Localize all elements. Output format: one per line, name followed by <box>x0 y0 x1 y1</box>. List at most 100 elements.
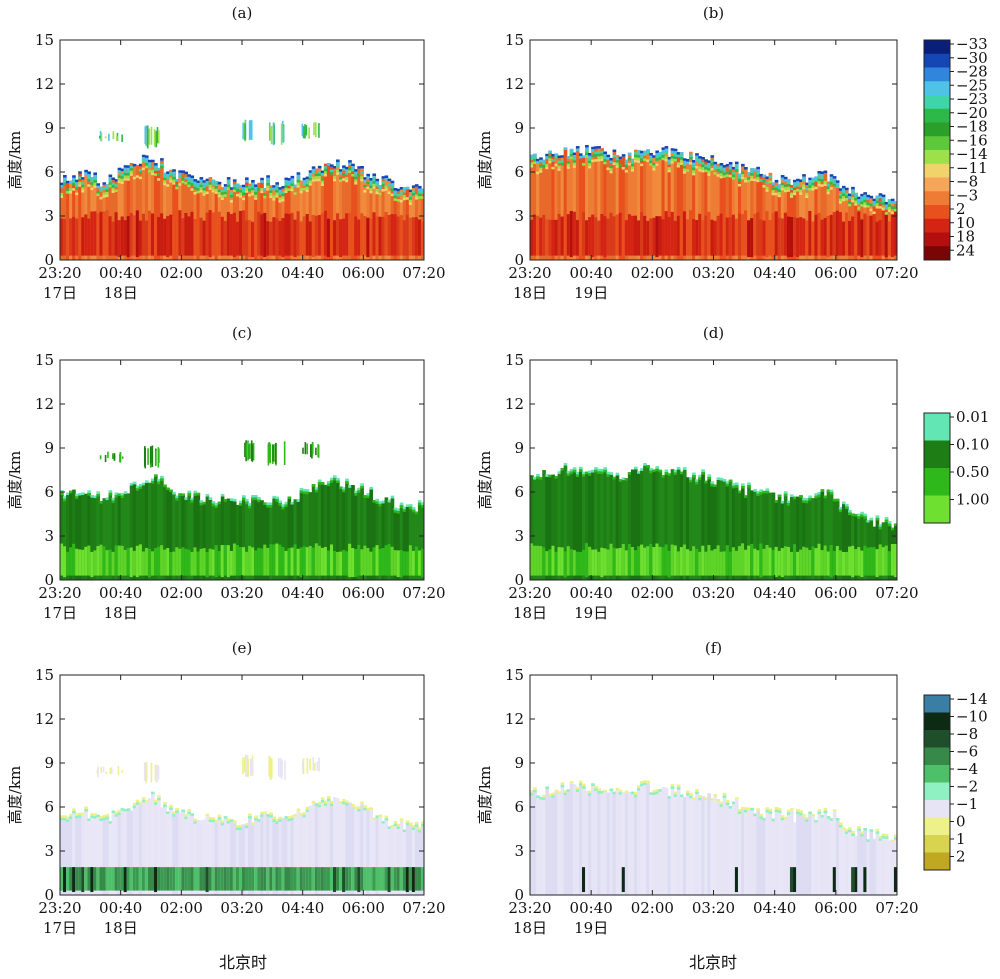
heatmap-low-layer <box>223 867 228 891</box>
y-axis-label: 高度/km <box>476 131 494 189</box>
heatmap-edge <box>75 179 79 183</box>
heatmap-column <box>799 495 803 580</box>
heatmap-column <box>141 799 146 895</box>
heatmap-edge <box>354 493 358 496</box>
heatmap-edge <box>205 181 210 184</box>
heatmap-edge <box>193 184 198 187</box>
cirrus-patch <box>148 128 151 145</box>
heatmap-edge <box>114 184 119 187</box>
heatmap-edge <box>734 169 739 172</box>
heatmap-column <box>163 484 167 580</box>
heatmap-edge <box>542 162 546 165</box>
heatmap-edge <box>841 188 846 191</box>
heatmap-column <box>719 480 724 580</box>
heatmap-edge <box>578 466 583 470</box>
heatmap-edge <box>786 189 791 192</box>
heatmap-edge <box>741 174 745 177</box>
heatmap-edge <box>597 471 601 474</box>
heatmap-column <box>670 469 675 580</box>
heatmap-streak <box>232 212 237 258</box>
heatmap-column <box>713 796 718 895</box>
heatmap-edge <box>175 179 179 182</box>
heatmap-edge <box>63 817 67 821</box>
heatmap-edge <box>692 159 696 163</box>
heatmap-low-layer <box>175 867 179 891</box>
heatmap-edge <box>117 812 122 816</box>
heatmap-edge <box>226 818 231 822</box>
heatmap-low-layer <box>87 867 91 891</box>
heatmap-edge <box>575 474 580 477</box>
heatmap-column <box>658 469 663 580</box>
heatmap-edge <box>557 168 562 171</box>
heatmap-column <box>689 479 693 580</box>
heatmap-streak <box>366 217 370 258</box>
cirrus-patch <box>309 758 311 771</box>
heatmap-edge <box>728 161 733 165</box>
heatmap-low-layer <box>181 218 185 256</box>
heatmap-edge <box>81 189 85 193</box>
heatmap-edge <box>594 151 598 154</box>
heatmap-column <box>658 789 663 895</box>
heatmap-edge <box>96 491 101 494</box>
heatmap-low-layer <box>774 211 779 256</box>
heatmap-low-layer <box>838 212 843 256</box>
heatmap-streak <box>771 212 776 258</box>
heatmap-streak <box>396 550 401 578</box>
cirrus-patch <box>272 122 275 146</box>
heatmap-edge <box>220 820 225 823</box>
heatmap-edge <box>384 815 389 819</box>
heatmap-column <box>342 167 346 260</box>
heatmap-edge <box>266 814 270 817</box>
heatmap-edge <box>759 816 764 820</box>
heatmap-low-layer <box>734 550 739 576</box>
heatmap-streak <box>63 546 67 578</box>
heatmap-low-layer <box>287 548 292 576</box>
heatmap-streak <box>220 545 225 578</box>
heatmap-column <box>129 163 134 260</box>
heatmap-edge <box>190 813 195 816</box>
heatmap-edge <box>302 814 307 818</box>
heatmap-column <box>673 151 678 260</box>
heatmap-edge <box>105 186 110 190</box>
heatmap-column <box>305 809 310 895</box>
heatmap-edge <box>333 178 337 182</box>
heatmap-edge <box>178 183 182 186</box>
heatmap-column <box>223 499 228 580</box>
heatmap-edge <box>857 199 861 202</box>
colorbar-swatch <box>924 852 950 871</box>
heatmap-edge <box>111 810 116 814</box>
heatmap-column <box>278 503 283 580</box>
heatmap-column <box>756 810 760 895</box>
heatmap-edge <box>72 182 76 186</box>
heatmap-low-layer <box>594 217 598 256</box>
heatmap-edge <box>664 146 669 149</box>
heatmap-edge <box>141 167 146 171</box>
heatmap-edge <box>802 500 806 503</box>
heatmap-column <box>802 500 806 580</box>
heatmap-column <box>664 787 669 895</box>
heatmap-low-layer <box>658 216 663 256</box>
heatmap-edge <box>166 487 170 491</box>
heatmap-edge <box>826 191 831 195</box>
heatmap-edge <box>157 167 161 171</box>
heatmap-low-layer <box>375 867 380 891</box>
heatmap-edge <box>196 185 201 189</box>
heatmap-low-layer <box>615 548 620 576</box>
heatmap-column <box>172 814 176 895</box>
heatmap-edge <box>402 197 407 201</box>
heatmap-edge <box>728 806 733 809</box>
heatmap-low-layer <box>242 867 246 891</box>
heatmap-column <box>533 479 537 580</box>
heatmap-edge <box>817 181 822 184</box>
heatmap-edge <box>166 176 170 180</box>
heatmap-edge <box>226 184 231 188</box>
heatmap-low-layer <box>393 550 398 576</box>
heatmap-edge <box>805 819 809 822</box>
heatmap-edge <box>569 153 574 157</box>
heatmap-column <box>637 787 641 895</box>
heatmap-column <box>226 821 231 895</box>
heatmap-streak <box>796 218 800 258</box>
heatmap-edge <box>60 490 64 493</box>
heatmap-column <box>731 801 736 895</box>
heatmap-low-layer <box>184 548 188 576</box>
